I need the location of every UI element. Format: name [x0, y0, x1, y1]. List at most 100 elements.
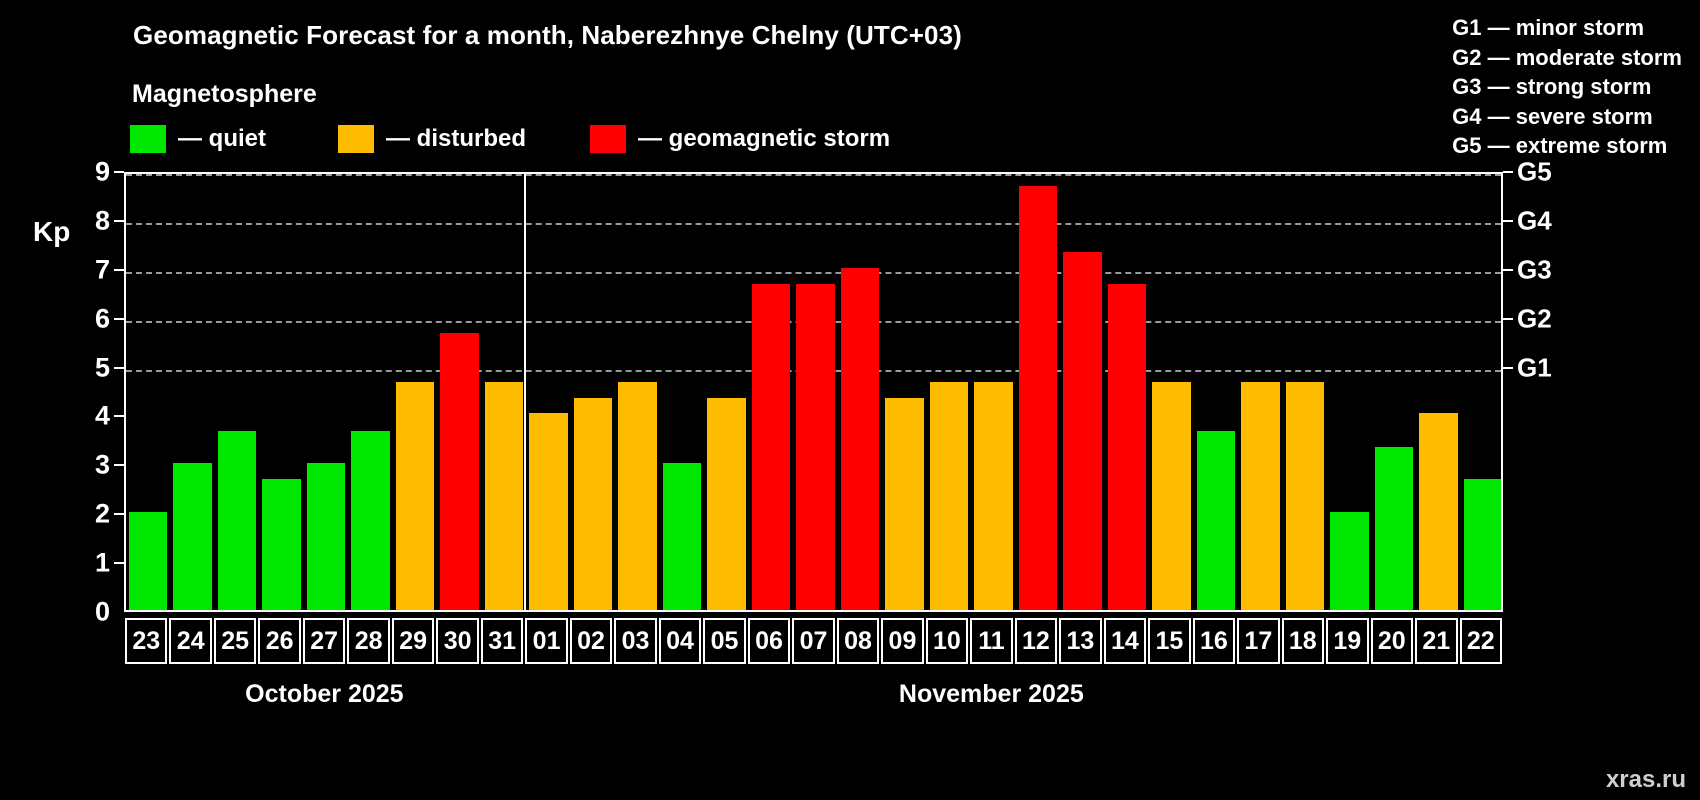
bar[interactable] [217, 430, 257, 610]
day-label[interactable]: 26 [258, 618, 301, 664]
bar[interactable] [173, 463, 212, 610]
day-label[interactable]: 01 [525, 618, 568, 664]
bar[interactable] [262, 479, 301, 610]
y-axis-tick-label: 5 [94, 352, 110, 383]
g-axis-tick-label: G4 [1517, 205, 1552, 236]
day-label[interactable]: 24 [169, 618, 212, 664]
watermark: xras.ru [1605, 766, 1686, 793]
gridline [126, 222, 1501, 225]
bar[interactable] [1285, 381, 1325, 610]
day-label[interactable]: 17 [1237, 618, 1280, 664]
page-title: Geomagnetic Forecast for a month, Nabere… [133, 20, 962, 50]
y-axis-tick-label: 0 [94, 596, 110, 627]
g-axis-tick-label: G5 [1517, 156, 1552, 187]
day-label[interactable]: 20 [1370, 618, 1414, 664]
bar[interactable] [351, 430, 390, 610]
bar[interactable] [885, 398, 924, 610]
bar[interactable] [484, 381, 524, 610]
day-label[interactable]: 28 [347, 618, 390, 664]
day-label[interactable]: 03 [614, 618, 657, 664]
y-axis-tick-mark [114, 513, 124, 516]
y-axis-tick-label: 6 [94, 303, 110, 334]
bar[interactable] [796, 283, 835, 610]
day-label[interactable]: 05 [703, 618, 746, 664]
red-square-icon [590, 125, 626, 153]
g-scale-line: G3 — strong storm [1452, 74, 1652, 99]
y-axis-tick-label: 8 [94, 205, 110, 236]
bar[interactable] [306, 463, 346, 610]
day-label[interactable]: 30 [436, 618, 479, 664]
day-label[interactable]: 12 [1014, 618, 1058, 664]
y-axis-tick-mark [114, 562, 124, 565]
day-label[interactable]: 31 [480, 618, 524, 664]
bar[interactable] [840, 267, 880, 610]
legend-item: — quiet [130, 123, 266, 155]
gridline [126, 174, 1501, 176]
legend-item: — disturbed [338, 123, 526, 155]
bar[interactable] [1018, 186, 1058, 610]
bar[interactable] [440, 332, 479, 610]
day-label[interactable]: 22 [1459, 618, 1502, 664]
day-label[interactable]: 14 [1103, 618, 1147, 664]
g-scale-legend: G1 — minor storm G2 — moderate storm G3 — … [1452, 13, 1682, 161]
bar[interactable] [1330, 512, 1369, 610]
gridline [126, 271, 1501, 274]
bar[interactable] [529, 412, 568, 610]
y-axis-tick-label: 2 [94, 498, 110, 529]
bar[interactable] [974, 381, 1013, 610]
green-square-icon [130, 125, 166, 153]
y-axis-tick-label: 4 [94, 400, 110, 431]
day-label[interactable]: 18 [1281, 618, 1325, 664]
bar[interactable] [751, 283, 791, 610]
day-label[interactable]: 16 [1192, 618, 1236, 664]
legend-item: — geomagnetic storm [590, 123, 890, 155]
g-axis-tick-label: G1 [1517, 352, 1552, 383]
bar[interactable] [1463, 479, 1501, 610]
bar[interactable] [929, 381, 969, 610]
y-axis-tick-mark [114, 317, 124, 320]
day-label[interactable]: 04 [658, 618, 702, 664]
magnetosphere-label: Magnetosphere [132, 80, 317, 108]
legend-item-label: — geomagnetic storm [638, 125, 891, 152]
day-label[interactable]: 02 [569, 618, 613, 664]
bar-series [126, 174, 1501, 610]
bar[interactable] [662, 463, 702, 610]
day-label[interactable]: 25 [213, 618, 257, 664]
day-label[interactable]: 15 [1148, 618, 1191, 664]
bar[interactable] [1196, 430, 1236, 610]
g-scale-line: G2 — moderate storm [1452, 44, 1682, 70]
bar[interactable] [1063, 251, 1102, 610]
day-label[interactable]: 21 [1415, 618, 1458, 664]
day-label[interactable]: 09 [881, 618, 924, 664]
bar[interactable] [129, 512, 168, 610]
day-label[interactable]: 29 [391, 618, 435, 664]
bar[interactable] [1152, 381, 1191, 610]
bar[interactable] [1419, 412, 1458, 610]
g-axis-tick-mark [1503, 171, 1513, 173]
day-label[interactable]: 06 [747, 618, 791, 664]
g-axis-tick-label: G3 [1517, 254, 1552, 285]
y-axis: 0 1 2 3 4 5 6 7 8 9 [0, 157, 124, 627]
month-divider [524, 174, 527, 610]
day-label[interactable]: 19 [1326, 618, 1369, 664]
day-label[interactable]: 07 [792, 618, 835, 664]
y-axis-tick-mark [114, 268, 124, 271]
bar[interactable] [573, 398, 613, 610]
day-label[interactable]: 13 [1059, 618, 1102, 664]
x-axis-day-labels: 23 24 25 26 27 28 29 30 31 01 02 03 04 05 06 07 08 09 10 11… [124, 618, 1503, 664]
bar[interactable] [1107, 283, 1147, 610]
g-scale-line: G4 — severe storm [1452, 103, 1653, 129]
day-label[interactable]: 08 [836, 618, 880, 664]
day-label[interactable]: 23 [125, 618, 168, 664]
day-label[interactable]: 11 [970, 618, 1013, 664]
bar[interactable] [707, 398, 746, 610]
g-scale-line: G5 — extreme storm [1452, 133, 1668, 158]
bar[interactable] [618, 381, 657, 610]
bar[interactable] [1241, 381, 1280, 610]
bar[interactable] [395, 381, 435, 610]
y-axis-tick-label: 3 [94, 449, 110, 480]
day-label[interactable]: 27 [302, 618, 346, 664]
bar[interactable] [1374, 447, 1414, 610]
g-scale-axis: G1 G2 G3 G4 G5 [1503, 157, 1700, 612]
day-label[interactable]: 10 [925, 618, 969, 664]
